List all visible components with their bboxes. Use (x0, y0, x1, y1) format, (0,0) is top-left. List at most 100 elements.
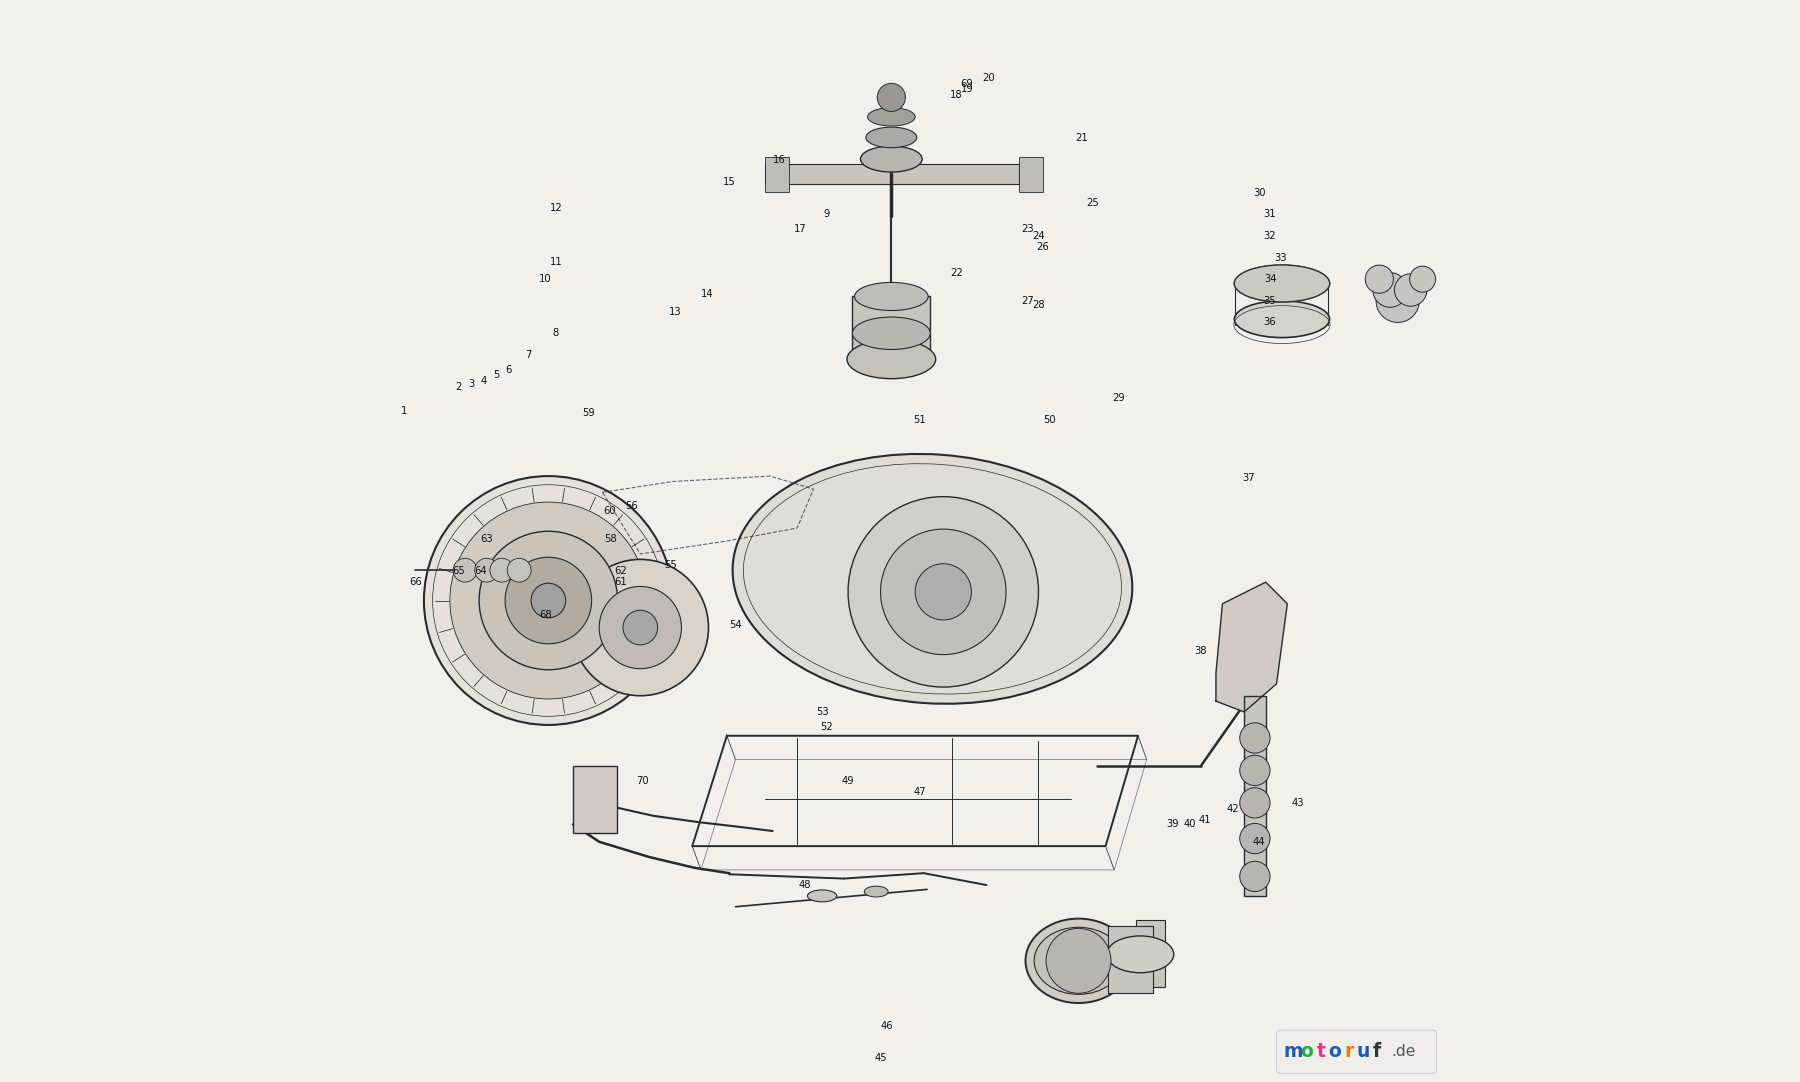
Text: 47: 47 (913, 787, 925, 797)
Text: 53: 53 (815, 707, 828, 717)
Text: m: m (1283, 1042, 1303, 1061)
Bar (1107, 926, 1154, 993)
Text: 24: 24 (1031, 230, 1044, 241)
Text: 4: 4 (481, 375, 486, 386)
Text: 59: 59 (581, 408, 594, 419)
Text: 3: 3 (468, 379, 475, 390)
Text: 33: 33 (1274, 252, 1287, 263)
Circle shape (506, 557, 592, 644)
Text: 9: 9 (823, 209, 830, 220)
Circle shape (531, 583, 565, 618)
Text: t: t (1316, 1042, 1325, 1061)
Text: 42: 42 (1228, 804, 1240, 815)
Text: 48: 48 (799, 880, 812, 890)
Text: 29: 29 (1112, 393, 1125, 404)
Text: 65: 65 (452, 566, 464, 577)
Ellipse shape (1235, 265, 1330, 302)
Circle shape (877, 83, 905, 111)
Text: f: f (1373, 1042, 1381, 1061)
FancyBboxPatch shape (1276, 1030, 1436, 1073)
Text: 62: 62 (614, 566, 626, 577)
Text: 21: 21 (1075, 133, 1089, 144)
Text: 26: 26 (1037, 241, 1049, 252)
Text: 52: 52 (821, 722, 833, 733)
Text: 11: 11 (549, 256, 562, 267)
Text: 35: 35 (1264, 295, 1276, 306)
Text: 50: 50 (1042, 414, 1055, 425)
Text: 1: 1 (401, 406, 407, 417)
Circle shape (479, 531, 617, 670)
Text: 31: 31 (1264, 209, 1276, 220)
Ellipse shape (868, 108, 914, 127)
Text: 18: 18 (950, 90, 963, 101)
Circle shape (450, 502, 646, 699)
Text: 20: 20 (983, 72, 995, 83)
Ellipse shape (808, 889, 837, 902)
Text: 15: 15 (722, 176, 736, 187)
Ellipse shape (855, 282, 929, 311)
Circle shape (1240, 861, 1271, 892)
Text: 64: 64 (473, 566, 486, 577)
Bar (1136, 920, 1165, 987)
Text: 44: 44 (1253, 836, 1265, 847)
Text: 66: 66 (409, 577, 421, 588)
Circle shape (425, 476, 673, 725)
Text: 32: 32 (1264, 230, 1276, 241)
Bar (572, 766, 617, 833)
Text: 8: 8 (553, 328, 560, 339)
Circle shape (1240, 788, 1271, 818)
Circle shape (1395, 274, 1427, 306)
Text: 13: 13 (668, 306, 680, 317)
Text: 36: 36 (1264, 317, 1276, 328)
Text: 56: 56 (625, 501, 637, 512)
Text: 22: 22 (950, 267, 963, 278)
Text: 10: 10 (538, 274, 551, 285)
Text: 46: 46 (880, 1020, 893, 1031)
Ellipse shape (853, 317, 931, 349)
Text: 51: 51 (913, 414, 925, 425)
Ellipse shape (848, 340, 936, 379)
Text: 28: 28 (1031, 300, 1044, 311)
Circle shape (572, 559, 709, 696)
Text: 41: 41 (1199, 815, 1211, 826)
Text: 37: 37 (1242, 473, 1255, 484)
Text: 55: 55 (664, 559, 677, 570)
Ellipse shape (1235, 301, 1330, 338)
Bar (1244, 696, 1265, 896)
Text: 2: 2 (455, 382, 463, 393)
Text: 5: 5 (493, 370, 500, 381)
Circle shape (1373, 273, 1408, 307)
Text: 63: 63 (481, 533, 493, 544)
Text: o: o (1328, 1042, 1341, 1061)
Text: 7: 7 (526, 349, 533, 360)
Text: 14: 14 (700, 289, 715, 300)
Bar (1019, 157, 1042, 192)
Bar (765, 157, 788, 192)
Ellipse shape (860, 146, 922, 172)
Text: 54: 54 (729, 620, 742, 631)
Ellipse shape (866, 128, 916, 147)
Text: 6: 6 (506, 365, 511, 375)
Ellipse shape (733, 454, 1132, 703)
Text: .de: .de (1391, 1044, 1415, 1059)
Text: 58: 58 (603, 533, 616, 544)
Text: 38: 38 (1195, 646, 1208, 657)
Circle shape (1240, 755, 1271, 786)
Circle shape (490, 558, 513, 582)
Ellipse shape (1107, 936, 1174, 973)
Circle shape (914, 564, 972, 620)
Circle shape (599, 586, 682, 669)
Circle shape (454, 558, 477, 582)
Text: r: r (1345, 1042, 1354, 1061)
Text: 19: 19 (961, 83, 974, 94)
Bar (765, 164, 1019, 184)
Circle shape (880, 529, 1006, 655)
Ellipse shape (1035, 927, 1123, 994)
Text: 68: 68 (538, 609, 551, 620)
Circle shape (1364, 265, 1393, 293)
Circle shape (623, 610, 657, 645)
Text: 69: 69 (961, 79, 974, 90)
Text: u: u (1357, 1042, 1370, 1061)
Circle shape (1375, 279, 1420, 322)
Ellipse shape (864, 886, 887, 897)
